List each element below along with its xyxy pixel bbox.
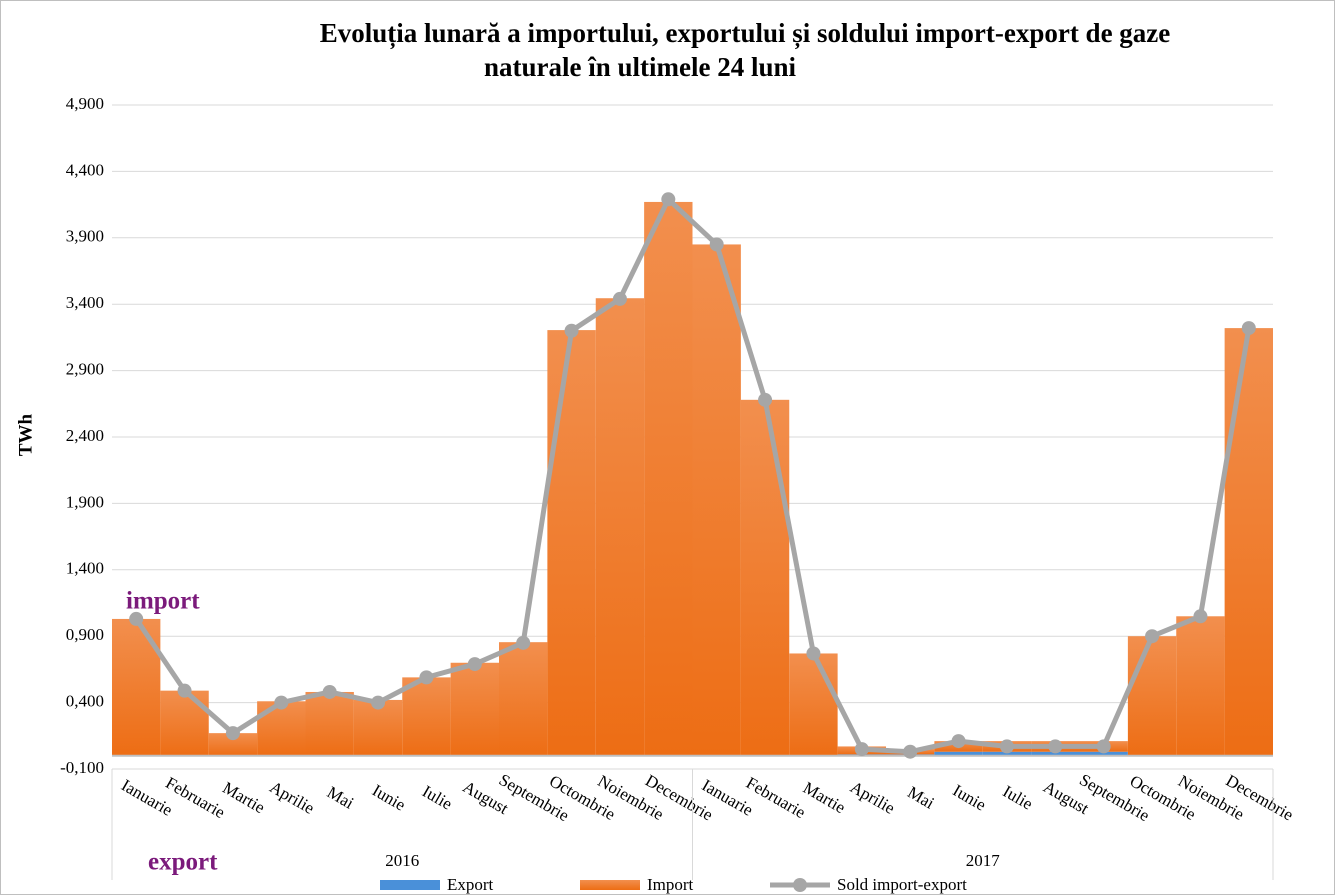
line-point [951, 734, 966, 749]
bar [982, 751, 1032, 756]
line-point [806, 646, 821, 661]
bar [402, 677, 451, 756]
y-axis-title: TWh [15, 413, 36, 456]
annotation: export [148, 849, 218, 876]
bar [305, 691, 354, 756]
y-tick-label: 2,900 [66, 360, 104, 379]
bar [1176, 616, 1225, 756]
line-point [564, 323, 579, 338]
bar [644, 201, 693, 756]
line-point [1145, 629, 1160, 644]
bar [547, 330, 596, 756]
bar [1224, 328, 1273, 756]
line-point [661, 192, 676, 207]
line-point [999, 739, 1014, 754]
y-tick-label: 3,900 [66, 227, 104, 246]
bar [112, 618, 161, 756]
bar [450, 662, 499, 756]
line-point [903, 744, 918, 759]
bar [934, 751, 983, 756]
chart-title: Evoluția lunară a importului, exportului… [320, 18, 1171, 49]
line-point [1193, 609, 1208, 624]
line-point [1241, 321, 1256, 336]
line-point [516, 635, 531, 650]
y-tick-label: 0,900 [66, 625, 104, 644]
line-point [371, 695, 386, 710]
line-point [1048, 739, 1063, 754]
bar [160, 690, 209, 756]
bar [595, 298, 645, 756]
legend-swatch [380, 880, 440, 890]
bar [1127, 636, 1177, 756]
bar [1031, 751, 1080, 756]
y-tick-label: 3,400 [66, 293, 104, 312]
y-tick-label: -0,100 [60, 758, 104, 777]
line-point [709, 237, 724, 252]
bar [789, 653, 838, 756]
line-point [854, 742, 869, 757]
y-tick-label: 0,400 [66, 692, 104, 711]
line-point [758, 392, 773, 407]
line-point [419, 670, 434, 685]
line-point [225, 726, 240, 741]
line-point [177, 683, 192, 698]
y-tick-label: 4,900 [66, 94, 104, 113]
bar [692, 244, 741, 756]
line-point [1096, 739, 1111, 754]
legend-label: Sold import-export [837, 875, 967, 894]
chart-subtitle: naturale în ultimele 24 luni [484, 52, 797, 82]
legend-swatch [793, 878, 807, 892]
group-label: 2016 [385, 851, 419, 870]
bar [740, 399, 790, 756]
y-tick-label: 1,900 [66, 492, 104, 511]
y-tick-label: 2,400 [66, 426, 104, 445]
y-tick-label: 1,400 [66, 559, 104, 578]
bar [1079, 751, 1128, 756]
legend-label: Export [447, 875, 494, 894]
legend-swatch [580, 880, 640, 890]
legend-label: Import [647, 875, 694, 894]
bar [499, 642, 548, 756]
line [134, 196, 1252, 755]
group-label: 2017 [966, 851, 1001, 870]
y-tick-label: 4,400 [66, 160, 104, 179]
line-point [129, 611, 144, 626]
line-point [467, 657, 482, 672]
line-point [274, 695, 289, 710]
line-point [612, 291, 627, 306]
line-point [322, 684, 337, 699]
annotation: import [126, 588, 200, 615]
bar [208, 733, 258, 756]
